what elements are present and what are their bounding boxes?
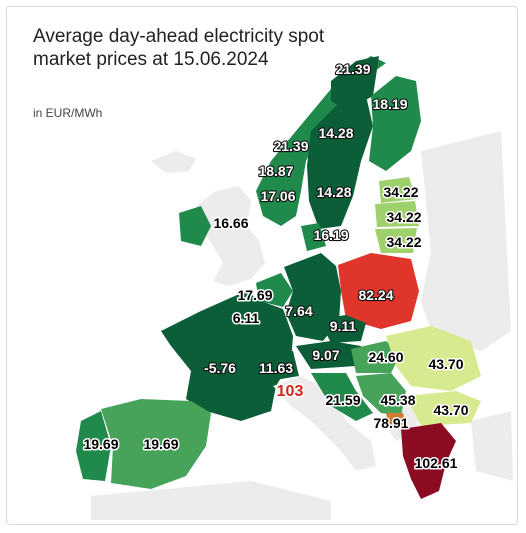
- label-romania: 43.70: [428, 356, 463, 372]
- estonia-region: [379, 177, 416, 203]
- label-norway-west: 18.87: [258, 163, 293, 179]
- croatia-region: [311, 373, 373, 421]
- denmark-region: [301, 223, 326, 251]
- sweden-region: [307, 96, 373, 229]
- map-card: 21.39 18.19 14.28 21.39 18.87 17.06 14.2…: [6, 6, 518, 525]
- austria-region: [296, 341, 361, 369]
- turkey-landmass: [471, 411, 513, 481]
- label-germany: 7.64: [285, 303, 312, 319]
- france-region: [161, 291, 293, 421]
- label-italy: 103: [277, 383, 304, 400]
- romania-region: [386, 326, 481, 391]
- label-norway-south: 17.06: [260, 188, 295, 204]
- serbia-region: [356, 373, 406, 416]
- greece-region: [401, 423, 456, 499]
- label-finland: 18.19: [372, 96, 407, 112]
- label-france: -5.76: [204, 360, 236, 376]
- label-belgium: 17.69: [237, 287, 272, 303]
- spain-region: [101, 399, 211, 489]
- hungary-region: [351, 341, 401, 373]
- label-greece: 102.61: [415, 455, 458, 471]
- label-lithuania: 34.22: [386, 234, 421, 250]
- portugal-region: [76, 411, 111, 481]
- north-africa-landmass: [91, 481, 331, 520]
- latvia-region: [375, 201, 419, 227]
- label-serbia: 45.38: [380, 392, 415, 408]
- europe-map: 21.39 18.19 14.28 21.39 18.87 17.06 14.2…: [76, 56, 513, 520]
- benelux-region: [256, 273, 293, 307]
- lithuania-region: [375, 228, 417, 253]
- norway-region: [256, 56, 386, 226]
- label-portugal: 19.69: [83, 436, 118, 452]
- label-czechia: 9.11: [330, 318, 357, 334]
- north-macedonia-region: [386, 413, 406, 428]
- norway-north-region: [331, 56, 379, 111]
- uk-landmass: [196, 186, 265, 286]
- unit-label: in EUR/MWh: [33, 106, 103, 120]
- map-title: Average day-ahead electricity spot marke…: [33, 26, 325, 70]
- label-estonia: 34.22: [383, 184, 418, 200]
- eastern-landmass: [421, 131, 511, 351]
- label-denmark: 16.19: [313, 227, 348, 243]
- label-sweden-north: 14.28: [318, 125, 353, 141]
- iceland-landmass: [151, 151, 196, 173]
- label-poland: 82.24: [358, 287, 393, 303]
- label-north-macedonia: 78.91: [373, 415, 408, 431]
- finland-region: [369, 76, 421, 171]
- ireland-region: [179, 206, 211, 246]
- czechia-region: [319, 315, 366, 343]
- poland-region: [338, 253, 419, 329]
- label-norway-central: 21.39: [273, 138, 308, 154]
- label-luxembourg: 6.11: [233, 310, 260, 326]
- label-ireland: 16.66: [213, 215, 248, 231]
- label-bulgaria: 43.70: [433, 402, 468, 418]
- label-croatia: 21.59: [325, 392, 360, 408]
- label-norway-north: 21.39: [335, 61, 370, 77]
- label-latvia: 34.22: [386, 209, 421, 225]
- italy-region: [273, 376, 376, 471]
- label-sweden-south: 14.28: [316, 184, 351, 200]
- bulgaria-region: [406, 391, 481, 426]
- label-spain: 19.69: [143, 436, 178, 452]
- label-hungary: 24.60: [368, 349, 403, 365]
- label-austria: 9.07: [312, 347, 339, 363]
- label-switzerland: 11.63: [259, 360, 293, 376]
- switzerland-region: [261, 351, 299, 381]
